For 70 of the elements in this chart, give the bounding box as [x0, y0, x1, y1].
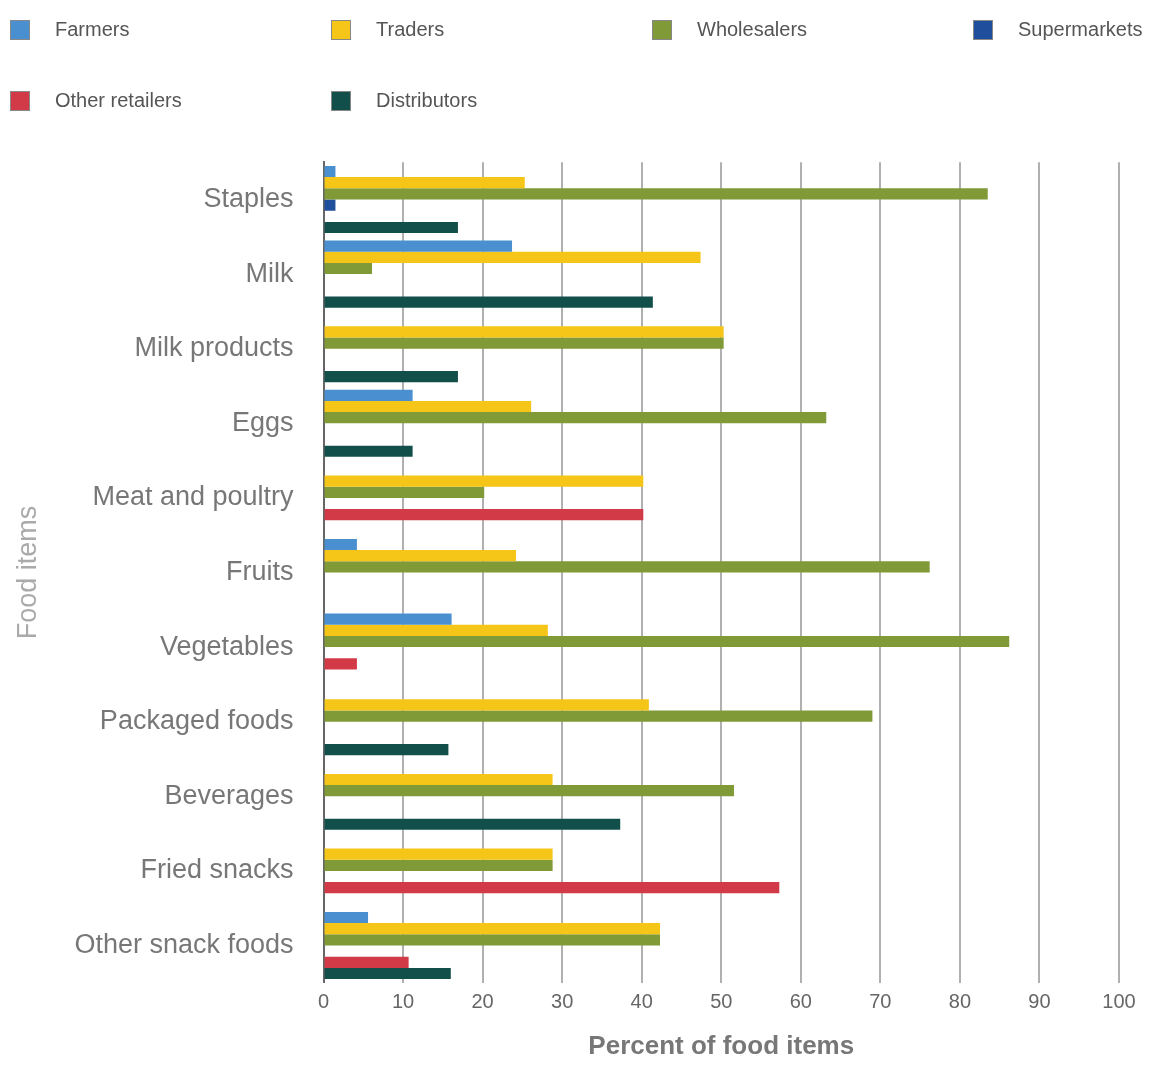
x-tick-label: 10: [391, 990, 415, 1013]
bar: [324, 251, 701, 263]
bar: [324, 371, 458, 383]
bar: [324, 296, 653, 308]
bar: [324, 561, 930, 573]
legend-label: Traders: [376, 18, 445, 41]
bar: [324, 934, 660, 946]
x-tick-label: 70: [869, 990, 892, 1013]
bar: [324, 486, 485, 498]
bar: [324, 445, 413, 457]
x-axis-title: Percent of food items: [588, 1029, 855, 1060]
bar: [324, 956, 409, 968]
bar: [324, 773, 553, 786]
y-tick-label: Eggs: [231, 406, 294, 437]
legend-label: Distributors: [376, 89, 478, 112]
y-tick-label: Vegetables: [159, 630, 294, 661]
y-tick-label: Fried snacks: [140, 854, 294, 885]
legend-label: Supermarkets: [1018, 18, 1143, 41]
bar: [324, 744, 449, 756]
bar: [324, 412, 827, 424]
bar: [324, 400, 532, 413]
bar: [324, 624, 548, 636]
bar: [324, 658, 357, 670]
bar: [324, 326, 724, 338]
bar: [324, 848, 553, 860]
bar: [324, 509, 644, 521]
x-tick-label: 80: [948, 990, 972, 1013]
bar: [324, 635, 1010, 648]
legend-label: Farmers: [55, 18, 130, 41]
bar: [324, 859, 553, 871]
x-tick-label: 20: [471, 990, 494, 1013]
x-tick-label: 0: [317, 990, 330, 1013]
x-tick-label: 40: [630, 990, 653, 1013]
x-tick-label: 90: [1028, 990, 1051, 1013]
y-axis-title: Food items: [11, 505, 42, 640]
bar: [324, 550, 517, 562]
x-tick-label: 30: [551, 990, 574, 1013]
bar: [324, 613, 452, 625]
bar: [324, 911, 369, 924]
bar: [324, 923, 660, 935]
bar: [324, 199, 336, 211]
bar: [324, 882, 780, 894]
bar: [324, 538, 357, 551]
y-tick-label: Milk: [245, 257, 294, 288]
bar: [324, 165, 336, 178]
bar: [324, 188, 988, 200]
bar: [324, 967, 451, 980]
bar: [324, 475, 644, 487]
bar: [324, 337, 724, 349]
bar: [324, 240, 513, 252]
legend-label: Other retailers: [55, 89, 182, 112]
bar: [324, 177, 525, 189]
bar: [324, 389, 413, 401]
y-tick-label: Packaged foods: [99, 705, 294, 736]
y-tick-label: Fruits: [226, 555, 294, 586]
y-tick-label: Other snack foods: [74, 928, 294, 959]
bar: [324, 221, 458, 234]
y-tick-label: Meat and poultry: [92, 481, 294, 512]
bar: [324, 262, 373, 275]
y-tick-label: Beverages: [164, 779, 294, 810]
x-tick-label: 100: [1102, 990, 1136, 1013]
bar: [324, 818, 621, 830]
bar: [324, 710, 873, 722]
x-tick-label: 50: [710, 990, 733, 1013]
bar: [324, 699, 649, 711]
bar: [324, 785, 734, 797]
y-tick-label: Milk products: [134, 332, 294, 363]
x-tick-label: 60: [789, 990, 812, 1013]
legend-label: Wholesalers: [697, 18, 808, 41]
y-tick-label: Staples: [203, 182, 294, 213]
